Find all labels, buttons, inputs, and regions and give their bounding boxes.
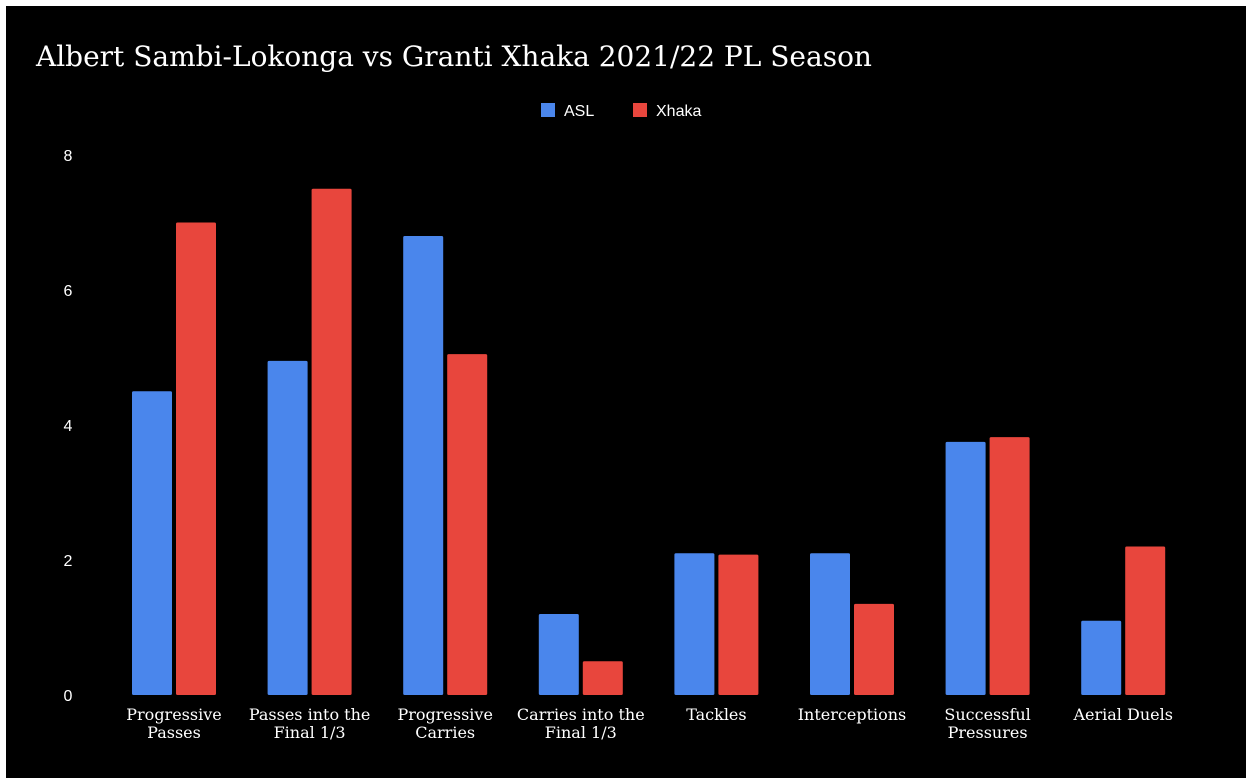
x-tick-label: Interceptions	[798, 705, 907, 724]
bar-asl	[267, 360, 308, 695]
x-tick-label-line: Aerial Duels	[1072, 705, 1172, 724]
bar-asl	[403, 236, 444, 695]
legend-label-asl: ASL	[564, 103, 594, 120]
x-tick-label-line: Final 1/3	[274, 723, 346, 742]
x-tick-label-line: Passes	[147, 723, 201, 742]
x-tick-label-line: Final 1/3	[545, 723, 617, 742]
bar-asl	[132, 391, 172, 695]
x-tick-label: Carries into the Final 1/3	[517, 705, 645, 742]
bar-xhaka	[718, 554, 759, 695]
bar-asl	[674, 553, 715, 695]
x-tick-label-line: Carries into the	[517, 705, 645, 724]
bar-xhaka	[1125, 546, 1166, 695]
x-tick-label: Progressive Passes	[126, 705, 221, 742]
x-tick-label: Passes into the Final 1/3	[249, 705, 371, 742]
x-tick-label-line: Tackles	[686, 705, 746, 724]
x-tick-label: Progressive Carries	[397, 705, 492, 742]
bar-asl	[538, 614, 579, 695]
y-tick-label: 4	[64, 418, 73, 435]
bar-asl	[945, 441, 986, 695]
chart-title: Albert Sambi-Lokonga vs Granti Xhaka 202…	[36, 40, 872, 73]
x-tick-label-line: Successful	[944, 705, 1030, 724]
x-tick-label: Successful Pressures	[944, 705, 1030, 742]
bar-asl	[810, 553, 850, 695]
bar-xhaka	[176, 222, 216, 695]
legend-swatch-asl	[541, 103, 555, 117]
legend-label-xhaka: Xhaka	[656, 103, 701, 120]
bar-asl	[1081, 620, 1122, 695]
x-tick-label-line: Progressive	[126, 705, 221, 724]
bar-xhaka	[447, 354, 488, 695]
y-tick-label: 8	[64, 148, 73, 165]
x-tick-label-line: Pressures	[948, 723, 1028, 742]
y-tick-label: 6	[64, 283, 73, 300]
bar-xhaka	[854, 603, 894, 695]
x-tick-label-line: Interceptions	[798, 705, 907, 724]
x-tick-label: Aerial Duels	[1072, 705, 1172, 724]
legend-swatch-xhaka	[633, 103, 647, 117]
x-tick-label: Tackles	[686, 705, 746, 724]
y-tick-label: 0	[64, 688, 73, 705]
x-tick-label-line: Passes into the	[249, 705, 371, 724]
x-tick-label-line: Carries	[415, 723, 475, 742]
bar-xhaka	[989, 437, 1030, 695]
y-tick-label: 2	[64, 553, 73, 570]
bar-xhaka	[311, 188, 352, 695]
x-tick-label-line: Progressive	[397, 705, 492, 724]
bar-xhaka	[582, 661, 623, 695]
